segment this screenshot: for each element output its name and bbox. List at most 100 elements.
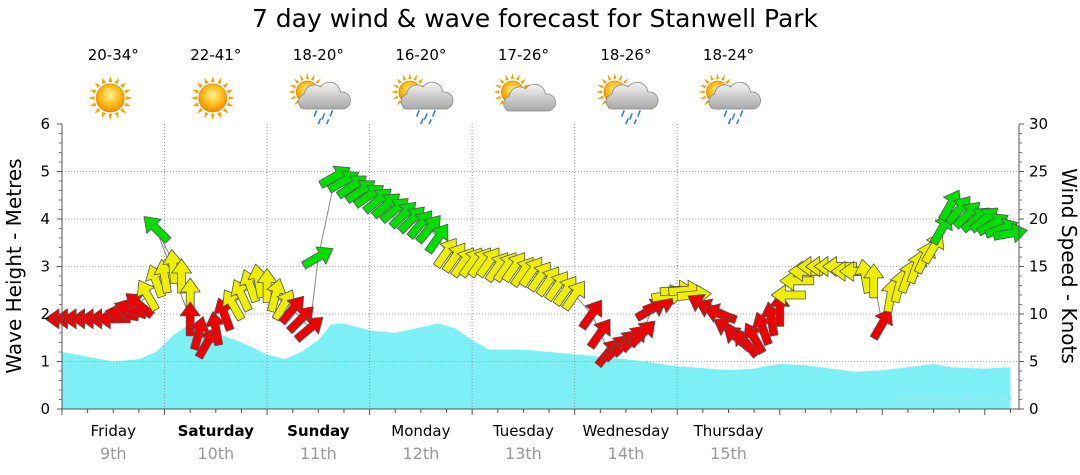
sun-ray (310, 74, 315, 81)
day-date: 15th (710, 444, 747, 463)
watermark: www.seabreeze.com.au (894, 393, 1012, 404)
sun-ray (124, 102, 131, 107)
sun-ray (89, 89, 97, 94)
sun-cloud-rain-icon (390, 73, 454, 126)
temperature-range: 16-20° (395, 46, 446, 64)
sun-ray (192, 102, 199, 107)
y-tick-label-right: 0 (1029, 400, 1039, 418)
rain-drop (416, 110, 420, 117)
wind-arrow (627, 320, 656, 349)
rain-drop (420, 118, 424, 125)
sun-ray (520, 78, 526, 84)
sun-ray (101, 111, 106, 119)
sun-cloud-rain-icon (595, 73, 659, 126)
sun-ray (499, 100, 505, 106)
day-name: Monday (391, 422, 450, 440)
sun-ray (396, 100, 402, 106)
wind-arrow (143, 216, 172, 244)
sun-cloud-icon (493, 73, 556, 112)
sun-ray (108, 113, 113, 120)
wind-arrow (863, 263, 885, 299)
day-name: Thursday (693, 422, 764, 440)
day-date: 14th (608, 444, 645, 463)
y-tick-label-left: 1 (40, 353, 50, 371)
sun-ray (124, 89, 131, 94)
y-tick-label-right: 20 (1029, 210, 1048, 228)
sun-ray (595, 90, 602, 94)
sun-ray (114, 111, 119, 119)
y-tick-label-left: 2 (40, 305, 50, 323)
sun-icon (190, 76, 235, 120)
sun-ray (101, 77, 106, 85)
sun-ray (704, 100, 710, 106)
wind-arrow (136, 279, 160, 313)
cloud-shape (400, 81, 454, 110)
sun-ray (618, 74, 623, 81)
rain-drop (731, 113, 736, 120)
y-axis-right-label: Wind Speed - Knots (1057, 168, 1080, 364)
day-date: 13th (505, 444, 542, 463)
sun-ray (300, 74, 304, 81)
sun-ray (613, 73, 617, 80)
day-date: 10th (197, 444, 234, 463)
day-name: Wednesday (583, 422, 670, 440)
sun-ray (226, 89, 234, 94)
wind-arrow (205, 311, 226, 347)
y-tick-label-left: 0 (40, 400, 50, 418)
wind-arrow (779, 270, 815, 292)
wind-arrow (301, 246, 334, 270)
sun-ray (228, 96, 235, 100)
sun-ray (510, 73, 514, 80)
sun-ray (494, 95, 502, 100)
rain-drop (313, 110, 318, 117)
sun-ray (288, 90, 295, 94)
sun-ray (392, 95, 399, 100)
wind-arrow (586, 318, 611, 350)
sun-ray (515, 74, 520, 81)
y-tick-label-left: 4 (40, 210, 50, 228)
sun-ray (210, 113, 215, 120)
day-name: Friday (91, 422, 137, 440)
rain-drop (317, 118, 322, 125)
rain-drop (424, 113, 428, 120)
rain-drop (432, 110, 436, 117)
sun-ray (315, 78, 321, 84)
cloud-shape (708, 81, 761, 110)
day-name: Sunday (287, 422, 350, 440)
sun-ray (210, 76, 215, 83)
y-tick-label-left: 5 (40, 163, 50, 181)
sun-ray (505, 74, 509, 81)
axes: 0 1 2 3 4 5 6 0 5 10 15 20 25 30 (40, 115, 1048, 418)
wind-arrow (293, 316, 324, 343)
sun-icon (88, 76, 133, 120)
y-tick-label-left: 3 (40, 258, 50, 276)
sun-ray (204, 77, 209, 85)
sun-ray (289, 95, 296, 100)
sun-ray (494, 84, 502, 89)
sun-ray (601, 100, 607, 106)
chart-title: 7 day wind & wave forecast for Stanwell … (252, 4, 819, 33)
wind-arrow (770, 284, 806, 306)
sun-ray (597, 95, 604, 100)
wave-height-area (62, 323, 1011, 409)
rain-drop (329, 110, 334, 117)
rain-drop (625, 118, 629, 125)
sun-ray (392, 84, 399, 89)
sun-ray (190, 96, 197, 100)
temperature-range: 18-24° (703, 46, 754, 64)
rain-drop (727, 118, 732, 125)
sun-ray (94, 107, 101, 114)
sun-ray (699, 95, 707, 100)
sun-ray (698, 90, 705, 94)
sun-ray (94, 82, 101, 89)
sun-ray (607, 74, 612, 81)
y-axis-left-label: Wave Height - Metres (2, 158, 26, 373)
wind-arrow (189, 316, 210, 351)
day-name: Tuesday (492, 422, 554, 440)
sun-ray (226, 102, 234, 107)
sun-ray (704, 78, 710, 84)
sun-ray (289, 84, 296, 89)
sun-ray (89, 102, 97, 107)
cloud-shape (605, 81, 659, 110)
